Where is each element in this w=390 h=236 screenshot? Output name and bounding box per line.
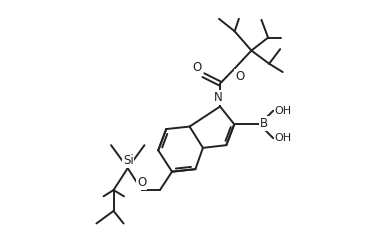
Text: O: O [193,61,202,74]
Text: N: N [214,91,223,104]
Text: O: O [235,70,245,83]
Text: OH: OH [275,133,292,143]
Text: OH: OH [275,106,292,116]
Text: O: O [137,176,146,189]
Text: Si: Si [123,154,133,167]
Text: B: B [259,117,268,130]
